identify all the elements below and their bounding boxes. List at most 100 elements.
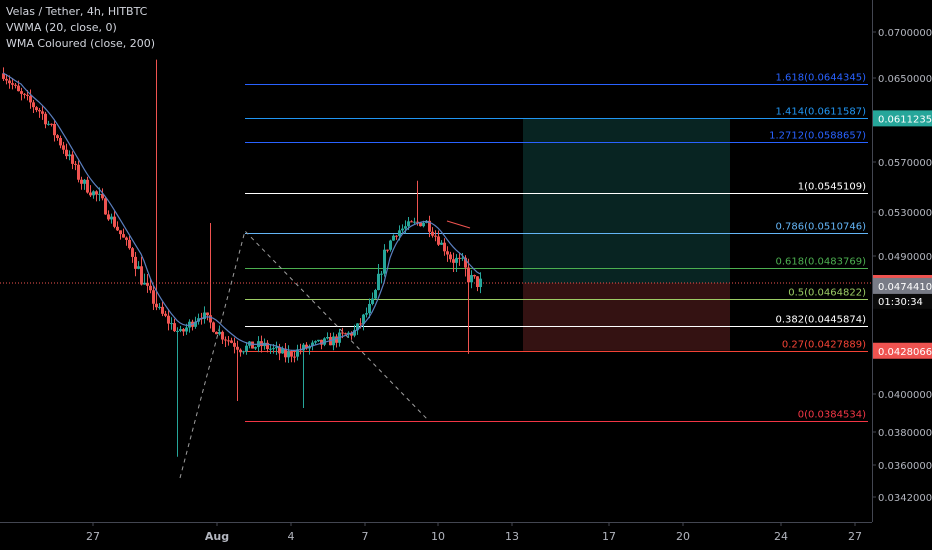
candle-body (386, 249, 389, 251)
candle-body (449, 254, 452, 260)
candle-body (122, 234, 125, 238)
time-axis-bg (0, 522, 932, 550)
candle-body (59, 138, 62, 146)
candle-body (443, 242, 446, 252)
fib-level-label: 1(0.0545109) (798, 182, 866, 193)
fib-level-label: 0.618(0.0483769) (775, 257, 866, 268)
candle-body (29, 95, 32, 103)
candle-body (266, 342, 269, 350)
position-profit-zone (523, 118, 730, 283)
position-loss-zone (523, 283, 730, 351)
candle-body (113, 216, 116, 227)
position-tool-layer (0, 118, 872, 351)
candle-body (284, 348, 287, 358)
candle-body (446, 251, 449, 255)
x-tick-label: 27 (848, 530, 862, 543)
candle-body (131, 248, 134, 257)
x-tick-label: 27 (86, 530, 100, 543)
candle-body (14, 84, 17, 86)
candle-body (5, 78, 8, 81)
candle-body (26, 94, 29, 96)
candle-body (50, 123, 53, 125)
candle-body (41, 111, 44, 114)
candle-body (401, 228, 404, 231)
candle-body (128, 239, 131, 249)
candle-body (125, 237, 128, 240)
fib-level-label: 0.27(0.0427889) (782, 340, 866, 351)
candle-body (44, 113, 47, 125)
candle-body (479, 278, 482, 287)
candle-body (326, 336, 329, 339)
candle-body (152, 290, 155, 304)
candle-body (374, 290, 377, 299)
candle-body (65, 149, 68, 157)
candle-body (278, 347, 281, 354)
candle-body (140, 266, 143, 285)
fib-level-label: 1.618(0.0644345) (775, 73, 866, 84)
candle-body (470, 275, 473, 283)
candle-body (275, 347, 278, 349)
candle-body (101, 193, 104, 199)
candle-body (209, 315, 212, 323)
y-tick-label: 0.0360000 (878, 461, 932, 472)
indicator-layer (2, 72, 481, 352)
candle-body (23, 93, 26, 95)
candle-body (296, 349, 299, 357)
candle-body (95, 191, 98, 195)
candle-body (281, 348, 284, 354)
x-tick-label: 13 (505, 530, 519, 543)
candle-body (410, 221, 413, 223)
candle-body (89, 192, 92, 196)
candle-body (77, 164, 80, 180)
fib-level-label: 0.382(0.0445874) (775, 315, 866, 326)
chart-legend: Velas / Tether, 4h, HITBTC VWMA (20, clo… (6, 4, 155, 52)
candle-body (440, 242, 443, 245)
candle-body (455, 257, 458, 263)
candle-body (62, 145, 65, 150)
candle-body (314, 341, 317, 343)
price-tag (873, 277, 932, 294)
candle-body (110, 216, 113, 220)
candle-body (422, 222, 425, 227)
candle-body (161, 306, 164, 314)
candle-body (83, 179, 86, 184)
candle-body (239, 349, 242, 353)
candle-body (149, 285, 152, 291)
candle-body (305, 344, 308, 349)
y-tick-label: 0.0400000 (878, 390, 932, 401)
candle-body (251, 341, 254, 349)
candle-body (230, 340, 233, 343)
candle-body (317, 339, 320, 342)
fibonacci-layer: 1.618(0.0644345) 1.414(0.0611587) 1.2712(0… (179, 73, 868, 479)
candle-body (167, 315, 170, 324)
candle-body (185, 327, 188, 332)
y-tick-label: 0.0530000 (878, 208, 932, 219)
candle-body (245, 345, 248, 352)
candle-body (2, 73, 5, 79)
y-tick-label: 0.0700000 (878, 28, 932, 39)
y-tick-label: 0.0650000 (878, 74, 932, 85)
candle-body (359, 323, 362, 325)
candle-body (467, 267, 470, 283)
candle-body (158, 306, 161, 308)
candle-body (380, 273, 383, 275)
candle-body (194, 321, 197, 327)
candle-body (362, 314, 365, 325)
candle-body (323, 338, 326, 345)
candle-body (215, 331, 218, 335)
x-tick-label: Aug (205, 530, 229, 543)
candle-body (431, 231, 434, 236)
candle-body (206, 312, 209, 316)
candle-body (461, 257, 464, 259)
candle-body (419, 222, 422, 227)
candle-body (134, 256, 137, 269)
candle-body (458, 257, 461, 259)
price-tag-label: 0.0611235 (878, 114, 932, 125)
drawn-line (446, 220, 471, 229)
price-tag-label: 01:30:34 (878, 297, 923, 308)
candle-body (164, 313, 167, 316)
candle-body (146, 282, 149, 286)
candle-body (179, 329, 182, 331)
